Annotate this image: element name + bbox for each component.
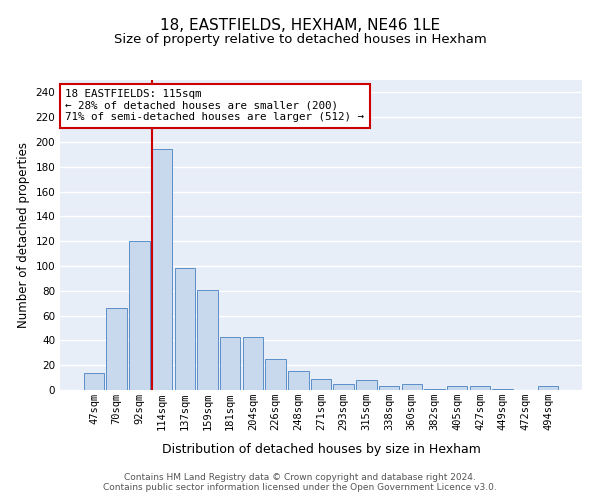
Bar: [197, 290, 218, 390]
Bar: [152, 150, 172, 390]
Bar: [334, 384, 354, 390]
Bar: [424, 389, 445, 390]
Bar: [220, 336, 241, 390]
Bar: [470, 386, 490, 390]
Bar: [311, 379, 331, 390]
Bar: [447, 386, 467, 390]
Bar: [265, 359, 286, 390]
Bar: [356, 380, 377, 390]
Text: 18, EASTFIELDS, HEXHAM, NE46 1LE: 18, EASTFIELDS, HEXHAM, NE46 1LE: [160, 18, 440, 32]
Text: Distribution of detached houses by size in Hexham: Distribution of detached houses by size …: [161, 442, 481, 456]
Text: 18 EASTFIELDS: 115sqm
← 28% of detached houses are smaller (200)
71% of semi-det: 18 EASTFIELDS: 115sqm ← 28% of detached …: [65, 90, 364, 122]
Bar: [538, 386, 558, 390]
Bar: [288, 372, 308, 390]
Bar: [129, 241, 149, 390]
Bar: [493, 389, 513, 390]
Bar: [401, 384, 422, 390]
Text: Size of property relative to detached houses in Hexham: Size of property relative to detached ho…: [113, 32, 487, 46]
Text: Contains HM Land Registry data © Crown copyright and database right 2024.
Contai: Contains HM Land Registry data © Crown c…: [103, 473, 497, 492]
Bar: [175, 268, 195, 390]
Bar: [379, 386, 400, 390]
Bar: [242, 336, 263, 390]
Y-axis label: Number of detached properties: Number of detached properties: [17, 142, 30, 328]
Bar: [84, 372, 104, 390]
Bar: [106, 308, 127, 390]
